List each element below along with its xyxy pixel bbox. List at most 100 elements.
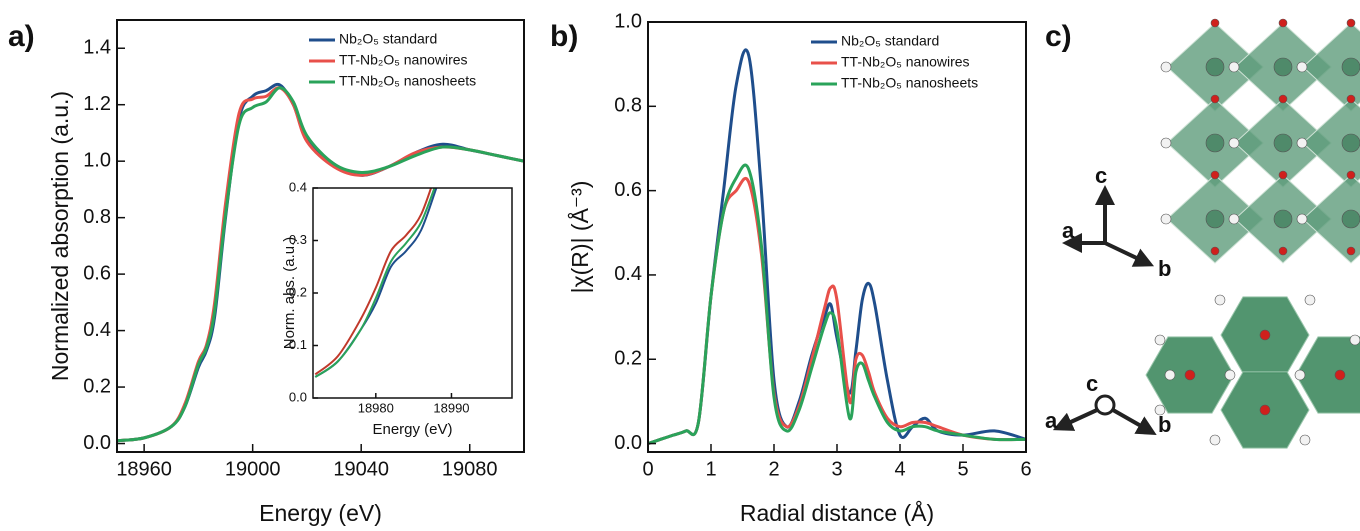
x-tick-label: 5 xyxy=(957,458,968,480)
series-line xyxy=(314,188,436,378)
axis-letter: c xyxy=(1095,163,1107,188)
legend-label: TT-Nb₂O₅ nanowires xyxy=(339,52,468,68)
x-tick-label: 1 xyxy=(705,458,716,480)
atom xyxy=(1205,209,1225,229)
atom xyxy=(1210,246,1220,256)
x-tick-label: 19000 xyxy=(225,458,281,480)
atom xyxy=(1205,57,1225,77)
chart-panel: 0.0 0.2 0.4 0.6 0.8 1.0 0 1 2 3 4 5 6 Radial distance… xyxy=(566,10,1031,526)
x-tick-label: 6 xyxy=(1020,458,1031,480)
atom xyxy=(1160,61,1172,73)
atom xyxy=(1259,404,1271,416)
y-tick-label: 1.0 xyxy=(614,10,642,32)
arrow xyxy=(1052,408,1098,431)
atom xyxy=(1210,94,1220,104)
atom xyxy=(1160,213,1172,225)
atom xyxy=(1214,294,1226,306)
atom xyxy=(1228,213,1240,225)
atom xyxy=(1296,61,1308,73)
atom xyxy=(1273,57,1293,77)
atom xyxy=(1259,329,1271,341)
legend-label: Nb₂O₅ standard xyxy=(841,33,939,49)
octahedron xyxy=(1302,174,1360,264)
atom xyxy=(1334,369,1346,381)
crystal-structure xyxy=(1145,18,1360,449)
x-tick-label: 19040 xyxy=(333,458,389,480)
y-tick-label: 1.0 xyxy=(83,149,111,171)
axis-letter: c xyxy=(1086,371,1098,396)
arrow xyxy=(1104,241,1155,267)
series-line xyxy=(314,188,433,376)
axis-letter: b xyxy=(1158,412,1171,437)
y-axis-title: Norm. abs. (a.u.) xyxy=(281,237,298,350)
atom xyxy=(1294,369,1306,381)
x-tick-label: 18990 xyxy=(433,400,469,415)
arrow xyxy=(1112,408,1157,435)
legend-label: TT-Nb₂O₅ nanosheets xyxy=(339,73,476,89)
y-axis-title: Normalized absorption (a.u.) xyxy=(47,91,73,381)
y-tick-label: 0.2 xyxy=(614,348,642,370)
atom xyxy=(1349,334,1360,346)
y-tick-label: 0.8 xyxy=(614,95,642,117)
legend-label: TT-Nb₂O₅ nanosheets xyxy=(841,75,978,91)
legend-label: TT-Nb₂O₅ nanowires xyxy=(841,54,970,70)
atom xyxy=(1299,434,1311,446)
atom xyxy=(1296,213,1308,225)
x-tick-label: 18980 xyxy=(358,400,394,415)
atom xyxy=(1278,246,1288,256)
y-tick-label: 0.6 xyxy=(614,179,642,201)
atom xyxy=(1164,369,1176,381)
atom xyxy=(1341,57,1360,77)
y-tick-label: 0.4 xyxy=(83,319,111,341)
atom xyxy=(1154,404,1166,416)
atom xyxy=(1341,133,1360,153)
series-line xyxy=(648,176,1026,445)
y-tick-label: 0.3 xyxy=(289,232,307,247)
atom xyxy=(1278,170,1288,180)
y-tick-label: 0.1 xyxy=(289,337,307,352)
y-axis-title: |χ(R)| (Å⁻³) xyxy=(566,181,593,294)
atom xyxy=(1278,18,1288,28)
x-tick-label: 3 xyxy=(831,458,842,480)
x-axis-title: Energy (eV) xyxy=(259,500,382,526)
atom xyxy=(1210,170,1220,180)
y-tick-label: 0.6 xyxy=(83,262,111,284)
panel-label: b) xyxy=(550,20,578,53)
chart-panel: 0.0 0.2 0.4 0.6 0.8 1.0 1.2 1.4 18960 19000 19040 1… xyxy=(47,19,525,526)
axis-letter: b xyxy=(1158,256,1171,281)
x-axis-title: Radial distance (Å) xyxy=(740,499,934,526)
atom xyxy=(1346,170,1356,180)
series-line xyxy=(648,48,1026,445)
atom xyxy=(1154,334,1166,346)
series-line xyxy=(648,163,1026,445)
y-tick-label: 0.0 xyxy=(289,389,307,404)
panel-label: a) xyxy=(8,20,35,53)
x-tick-label: 2 xyxy=(768,458,779,480)
x-axis-title: Energy (eV) xyxy=(372,421,452,438)
x-tick-label: 0 xyxy=(642,458,653,480)
x-tick-label: 4 xyxy=(894,458,905,480)
axes-bottom xyxy=(1052,394,1157,435)
x-tick-label: 18960 xyxy=(116,458,172,480)
y-tick-label: 0.0 xyxy=(614,432,642,454)
atom xyxy=(1341,209,1360,229)
atom xyxy=(1273,133,1293,153)
atom xyxy=(1346,94,1356,104)
axes-top xyxy=(1062,185,1155,267)
y-tick-label: 0.4 xyxy=(614,263,642,285)
atom xyxy=(1205,133,1225,153)
atom xyxy=(1160,137,1172,149)
series-line xyxy=(117,86,524,443)
atom xyxy=(1184,369,1196,381)
atom xyxy=(1228,137,1240,149)
axis-letter: a xyxy=(1045,408,1058,433)
y-tick-label: 1.4 xyxy=(83,37,111,59)
polyhedron xyxy=(1295,336,1360,414)
atom xyxy=(1228,61,1240,73)
atom xyxy=(1209,434,1221,446)
y-tick-label: 0.0 xyxy=(83,432,111,454)
legend-label: Nb₂O₅ standard xyxy=(339,31,437,47)
axis-circle xyxy=(1094,394,1116,416)
atom xyxy=(1273,209,1293,229)
